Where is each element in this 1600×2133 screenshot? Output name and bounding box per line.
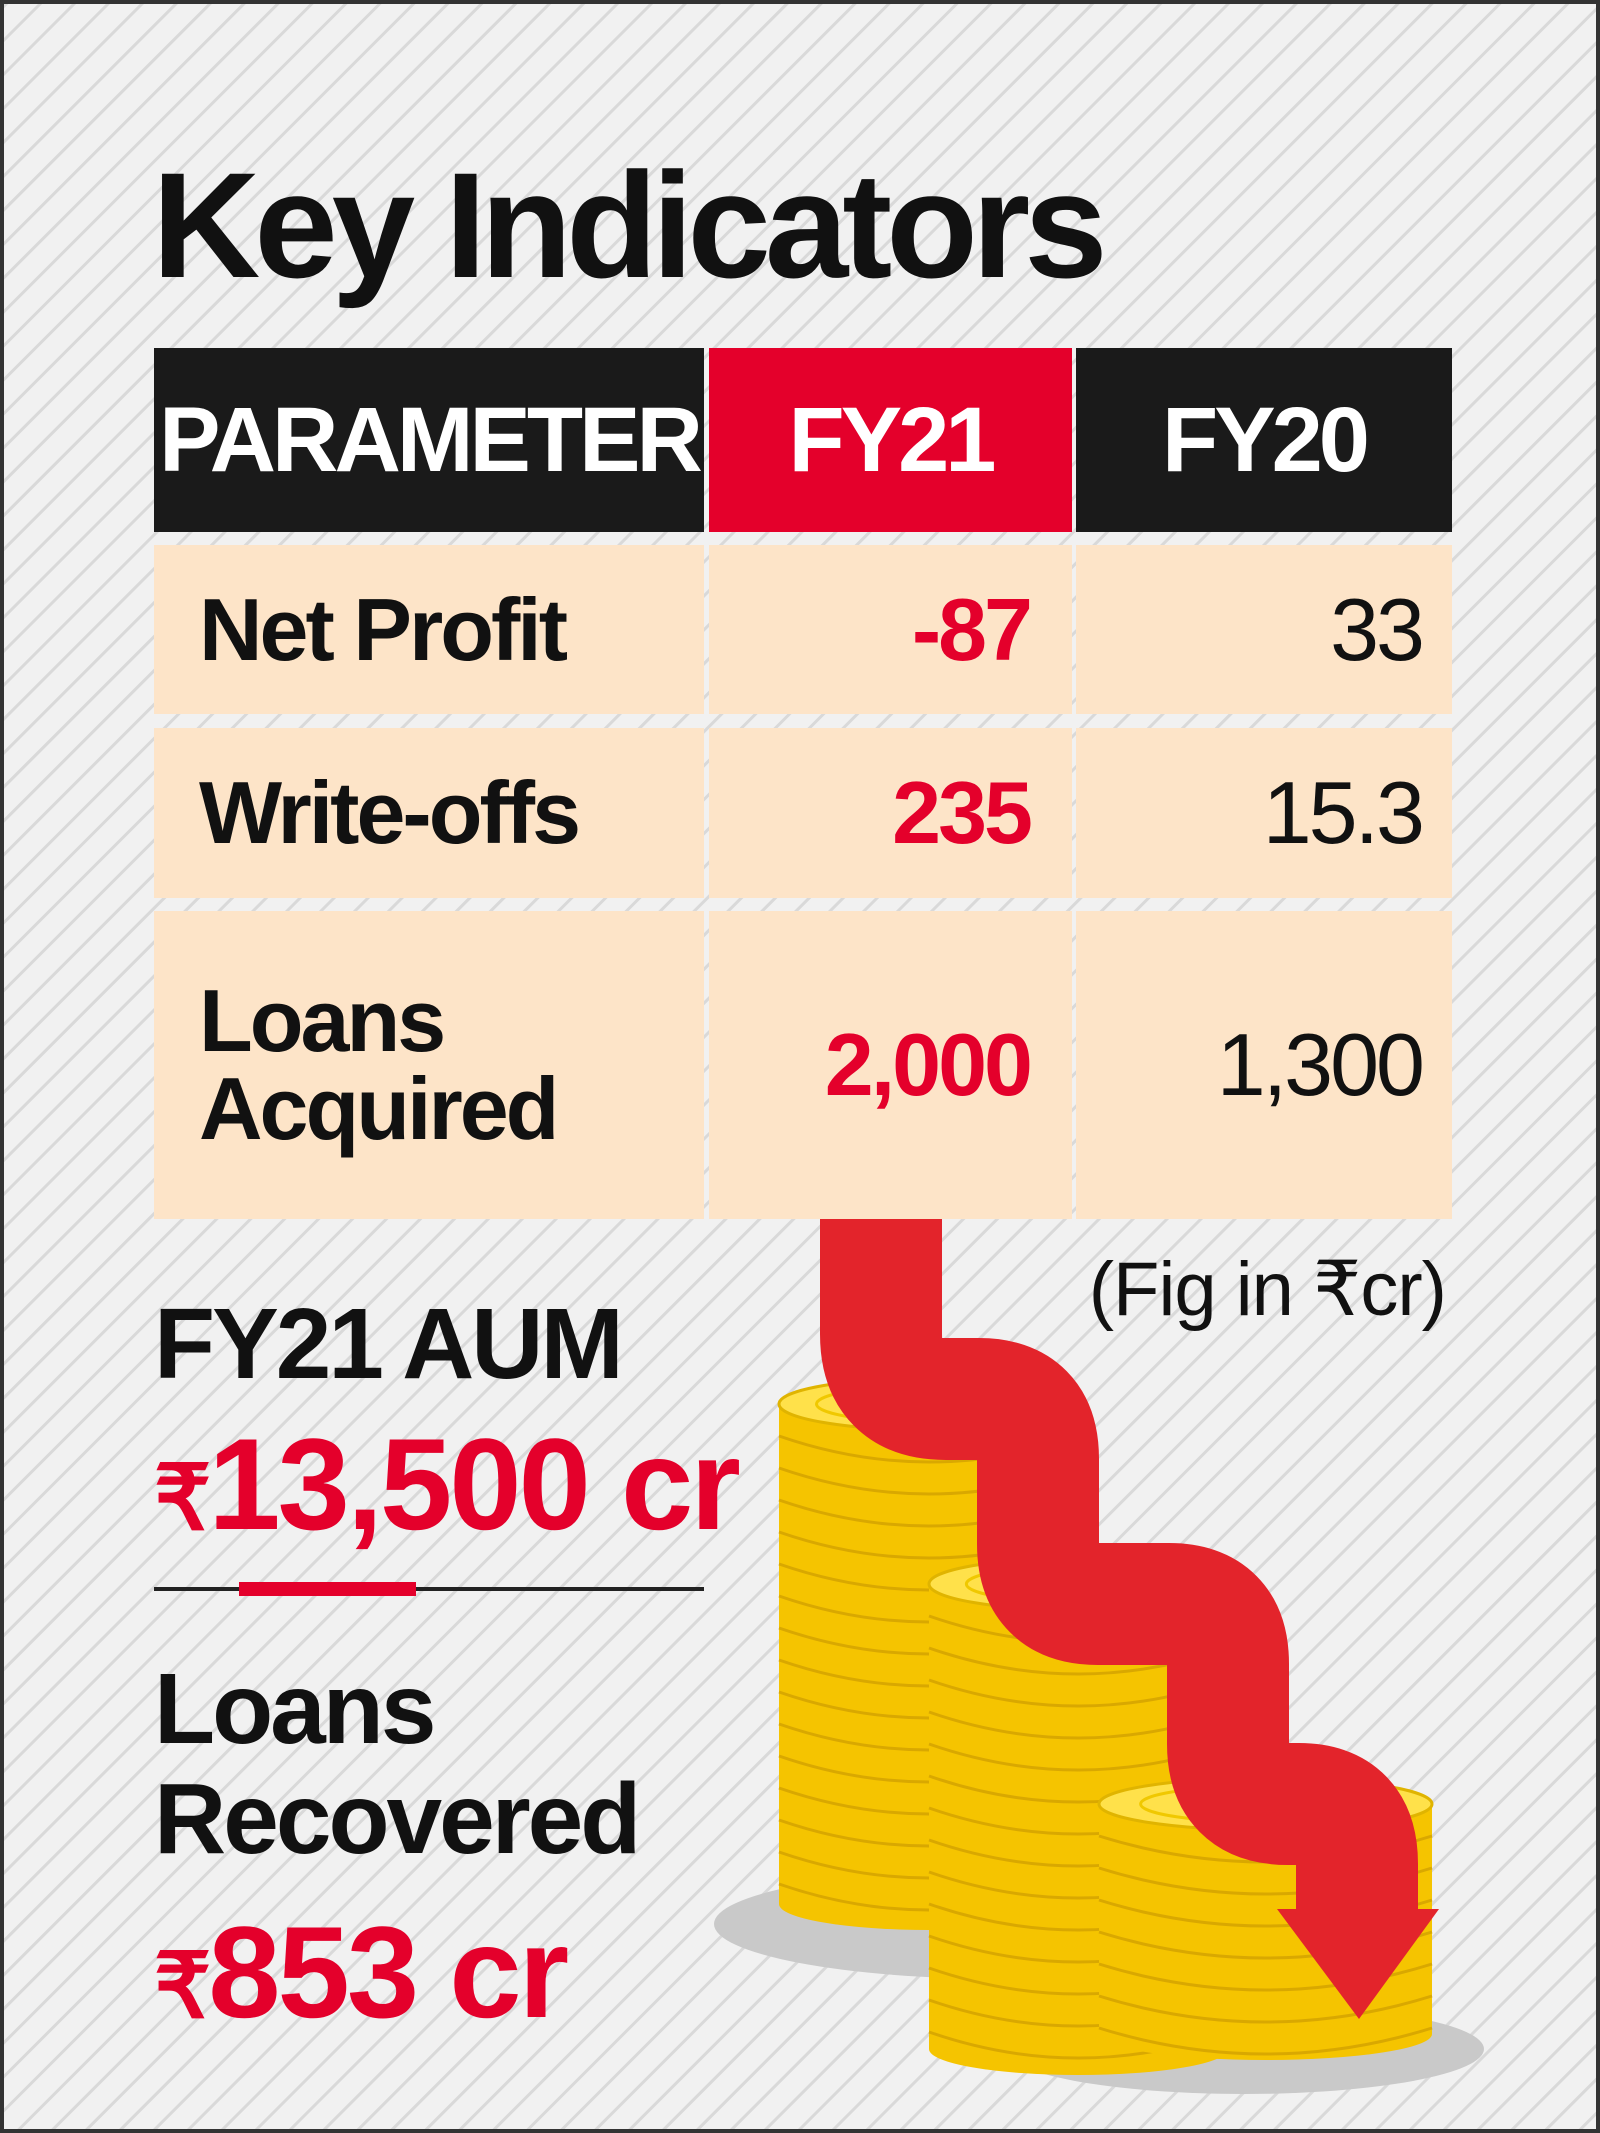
down-arrow — [820, 1214, 1439, 2019]
row-label: Net Profit — [154, 545, 704, 714]
amount: 13,500 cr — [208, 1411, 741, 1557]
stat-label: Loans Recovered — [154, 1653, 641, 1875]
coin-part — [1098, 2026, 1433, 2056]
fy21-value: -87 — [709, 545, 1072, 714]
unit-note: (Fig in ₹cr) — [1088, 1247, 1447, 1332]
fy20-value: 15.3 — [1076, 728, 1452, 898]
fy21-value: 2,000 — [709, 911, 1072, 1219]
header-cell: PARAMETER — [154, 348, 704, 532]
coin-part — [1099, 2008, 1432, 2060]
stat-label: FY21 AUM — [154, 1288, 624, 1400]
coin-part — [1098, 1994, 1433, 2024]
amount: 853 cr — [208, 1899, 569, 2045]
currency: ₹ — [154, 1937, 211, 2037]
stat-amount: ₹13,500 cr — [154, 1409, 741, 1559]
row-label: Loans Acquired — [154, 911, 704, 1219]
fy20-value: 1,300 — [1076, 911, 1452, 1219]
row-label: Write-offs — [154, 728, 704, 898]
header-cell: FY21 — [709, 348, 1072, 532]
fy20-value: 33 — [1076, 545, 1452, 714]
currency: ₹ — [154, 1449, 211, 1549]
header-cell: FY20 — [1076, 348, 1452, 532]
title: Key Indicators — [152, 141, 1108, 309]
stat-amount: ₹853 cr — [154, 1897, 569, 2047]
fy21-value: 235 — [709, 728, 1072, 898]
